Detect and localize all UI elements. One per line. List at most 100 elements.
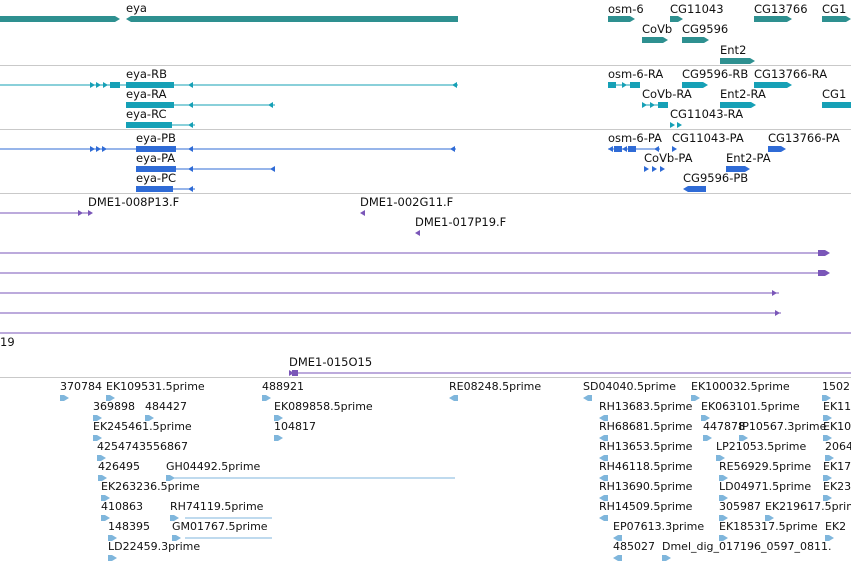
transcript-feature-label[interactable]: osm-6-RA — [608, 67, 664, 81]
clone-feature-label[interactable]: DME1-015O15 — [289, 355, 373, 369]
transcript-exon[interactable] — [126, 82, 174, 88]
est-feature-label[interactable]: SD04040.5prime — [583, 380, 676, 393]
transcript-arrow[interactable] — [650, 102, 655, 108]
transcript-feature-label[interactable]: CoVb-RA — [642, 87, 692, 101]
transcript-feature-label[interactable]: eya-RB — [126, 67, 167, 81]
clone-arrow[interactable] — [88, 210, 93, 216]
transcript-feature-label[interactable]: eya-RC — [126, 107, 167, 121]
est-feature-label[interactable]: LD04971.5prime — [719, 480, 812, 493]
transcript-arrow[interactable] — [188, 122, 193, 128]
protein-exon[interactable] — [136, 146, 176, 152]
est-feature-label[interactable]: 104817 — [274, 420, 316, 433]
est-feature-label[interactable]: LP21053.5prime — [716, 440, 807, 453]
est-glyph[interactable] — [583, 395, 592, 401]
est-glyph[interactable] — [823, 435, 832, 441]
transcript-arrow[interactable] — [90, 82, 95, 88]
est-feature-label[interactable]: 488921 — [262, 380, 304, 393]
est-glyph[interactable] — [823, 415, 832, 421]
transcript-feature-label[interactable]: eya-RA — [126, 87, 167, 101]
est-feature-label[interactable]: 148395 — [108, 520, 150, 533]
est-glyph[interactable] — [691, 395, 700, 401]
clone-feature-label[interactable]: DME1-008P13.F — [88, 195, 180, 209]
est-glyph[interactable] — [98, 475, 107, 481]
est-feature-label[interactable]: LD22459.3prime — [108, 540, 201, 553]
est-feature-label[interactable]: 4254743556867 — [97, 440, 188, 453]
transcript-feature-label[interactable]: CG9596-RB — [682, 67, 749, 81]
est-glyph[interactable] — [823, 475, 832, 481]
transcript-arrow[interactable] — [188, 82, 193, 88]
gene-feature-label[interactable]: CG11043 — [670, 2, 724, 16]
est-glyph[interactable] — [701, 415, 710, 421]
protein-arrow[interactable] — [644, 166, 649, 172]
est-feature-label[interactable]: RH13653.5prime — [599, 440, 693, 453]
transcript-exon[interactable] — [126, 122, 172, 128]
transcript-exon[interactable] — [608, 82, 616, 88]
protein-exon[interactable] — [136, 186, 173, 192]
clone-feature-label[interactable]: DME1-002G11.F — [360, 195, 454, 209]
est-feature-label[interactable]: 485027 — [613, 540, 655, 553]
clone-feature-label[interactable]: 19 — [0, 335, 15, 349]
gene-glyph[interactable] — [822, 16, 851, 22]
transcript-arrow[interactable] — [677, 122, 682, 128]
protein-feature-label[interactable]: osm-6-PA — [608, 131, 662, 145]
est-glyph[interactable] — [662, 555, 671, 561]
est-feature-label[interactable]: Dmel_dig_017196_0597_0811. — [662, 540, 832, 553]
protein-exon[interactable] — [726, 166, 750, 172]
gene-glyph[interactable] — [0, 16, 120, 22]
est-glyph[interactable] — [719, 535, 728, 541]
est-feature-label[interactable]: 410863 — [101, 500, 143, 513]
est-glyph[interactable] — [599, 455, 608, 461]
est-glyph[interactable] — [703, 435, 712, 441]
transcript-arrow[interactable] — [103, 82, 108, 88]
est-glyph[interactable] — [825, 535, 834, 541]
protein-exon[interactable] — [614, 146, 622, 152]
est-glyph[interactable] — [613, 555, 622, 561]
protein-arrow[interactable] — [188, 146, 193, 152]
est-glyph[interactable] — [716, 455, 725, 461]
est-feature-label[interactable]: RH13683.5prime — [599, 400, 693, 413]
est-feature-label[interactable]: EK17 — [823, 460, 851, 473]
est-feature-label[interactable]: 2064 — [825, 440, 851, 453]
est-feature-label[interactable]: 305987 — [719, 500, 761, 513]
est-feature-label[interactable]: GH04492.5prime — [166, 460, 261, 473]
protein-arrow[interactable] — [102, 146, 107, 152]
est-feature-label[interactable]: RH74119.5prime — [170, 500, 264, 513]
protein-arrow[interactable] — [96, 146, 101, 152]
transcript-arrow[interactable] — [96, 82, 101, 88]
transcript-exon[interactable] — [682, 82, 708, 88]
est-glyph[interactable] — [823, 495, 832, 501]
est-feature-label[interactable]: 426495 — [98, 460, 140, 473]
est-glyph[interactable] — [765, 515, 774, 521]
est-feature-label[interactable]: 484427 — [145, 400, 187, 413]
est-feature-label[interactable]: 369898 — [93, 400, 135, 413]
est-glyph[interactable] — [101, 515, 110, 521]
est-glyph[interactable] — [739, 435, 748, 441]
est-glyph[interactable] — [170, 515, 179, 521]
protein-feature-label[interactable]: CG13766-PA — [768, 131, 840, 145]
est-glyph[interactable] — [449, 395, 458, 401]
gene-feature-label[interactable]: eya — [126, 1, 147, 15]
est-feature-label[interactable]: EK10 — [823, 420, 851, 433]
transcript-feature-label[interactable]: CG13766-RA — [754, 67, 828, 81]
est-glyph[interactable] — [274, 435, 283, 441]
transcript-feature-label[interactable]: CG1 — [822, 87, 847, 101]
protein-arrow[interactable] — [90, 146, 95, 152]
protein-exon[interactable] — [628, 146, 636, 152]
clone-feature-label[interactable]: DME1-017P19.F — [415, 215, 507, 229]
transcript-arrow[interactable] — [622, 82, 627, 88]
est-feature-label[interactable]: RH14509.5prime — [599, 500, 693, 513]
est-feature-label[interactable]: 370784 — [60, 380, 102, 393]
transcript-arrow[interactable] — [188, 102, 193, 108]
est-feature-label[interactable]: EK063101.5prime — [701, 400, 800, 413]
est-glyph[interactable] — [172, 535, 181, 541]
protein-feature-label[interactable]: CG9596-PB — [683, 171, 749, 185]
est-glyph[interactable] — [145, 415, 154, 421]
est-feature-label[interactable]: 447878 — [703, 420, 745, 433]
protein-feature-label[interactable]: eya-PA — [136, 151, 176, 165]
clone-arrow[interactable] — [78, 210, 83, 216]
clone-arrow[interactable] — [818, 250, 830, 256]
protein-arrow[interactable] — [654, 146, 659, 152]
est-glyph[interactable] — [108, 555, 117, 561]
transcript-feature-label[interactable]: Ent2-RA — [720, 87, 766, 101]
protein-arrow[interactable] — [622, 146, 627, 152]
